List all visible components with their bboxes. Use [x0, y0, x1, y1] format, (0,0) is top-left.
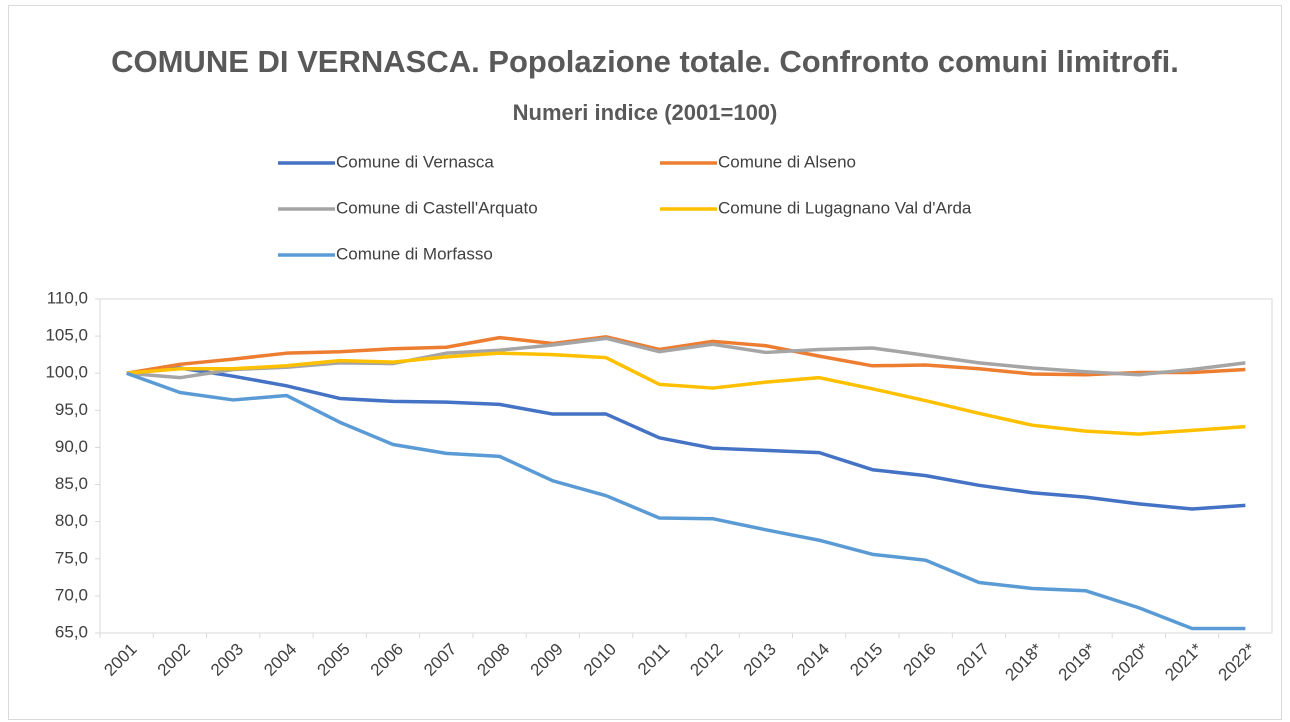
- y-tick-label: 100,0: [45, 363, 88, 382]
- legend-label: Comune di Vernasca: [336, 152, 494, 171]
- x-tick-label: 2011: [634, 640, 673, 679]
- x-tick-label: 2016: [900, 640, 940, 680]
- x-tick-label: 2018*: [1001, 639, 1046, 684]
- legend-label: Comune di Lugagnano Val d'Arda: [718, 198, 972, 217]
- y-tick-label: 90,0: [55, 437, 88, 456]
- y-tick-label: 105,0: [45, 326, 88, 345]
- y-tick-label: 70,0: [55, 585, 88, 604]
- x-tick-label: 2007: [420, 640, 460, 680]
- chart-title-block: COMUNE DI VERNASCA. Popolazione totale. …: [95, 38, 1195, 137]
- x-tick-label: 2013: [740, 640, 780, 680]
- x-tick-label: 2006: [367, 640, 407, 680]
- y-tick-label: 110,0: [47, 288, 88, 307]
- x-tick-label: 2005: [314, 640, 354, 680]
- x-tick-label: 2004: [260, 640, 300, 680]
- x-tick-label: 2021*: [1161, 639, 1206, 684]
- x-tick-label: 2003: [207, 640, 247, 680]
- legend-label: Comune di Morfasso: [336, 244, 493, 263]
- series-line: [126, 351, 1246, 436]
- y-tick-label: 80,0: [55, 511, 88, 530]
- x-tick-label: 2002: [154, 640, 194, 680]
- series-line: [126, 336, 1246, 380]
- x-tick-label: 2019*: [1055, 639, 1100, 684]
- x-tick-label: 2022*: [1215, 639, 1260, 684]
- x-tick-label: 2017: [953, 640, 993, 680]
- y-tick-label: 65,0: [55, 622, 88, 641]
- x-tick-label: 2012: [686, 640, 726, 680]
- x-tick-label: 2020*: [1108, 639, 1153, 684]
- y-tick-label: 75,0: [55, 548, 88, 567]
- series-line: [126, 371, 1246, 631]
- legend-label: Comune di Alseno: [718, 152, 856, 171]
- y-tick-label: 85,0: [55, 474, 88, 493]
- chart-subtitle: Numeri indice (2001=100): [512, 100, 778, 125]
- chart-title: COMUNE DI VERNASCA. Popolazione totale. …: [111, 44, 1179, 79]
- x-tick-label: 2001: [100, 640, 140, 680]
- x-tick-label: 2014: [793, 640, 833, 680]
- legend-label: Comune di Castell'Arquato: [336, 198, 538, 217]
- x-tick-label: 2009: [527, 640, 567, 680]
- x-tick-label: 2015: [846, 640, 886, 680]
- series-line: [126, 335, 1246, 377]
- x-tick-label: 2008: [473, 640, 513, 680]
- series-line: [126, 366, 1246, 511]
- chart-frame: [8, 5, 1282, 720]
- x-tick-label: 2010: [580, 640, 620, 680]
- y-tick-label: 95,0: [55, 400, 88, 419]
